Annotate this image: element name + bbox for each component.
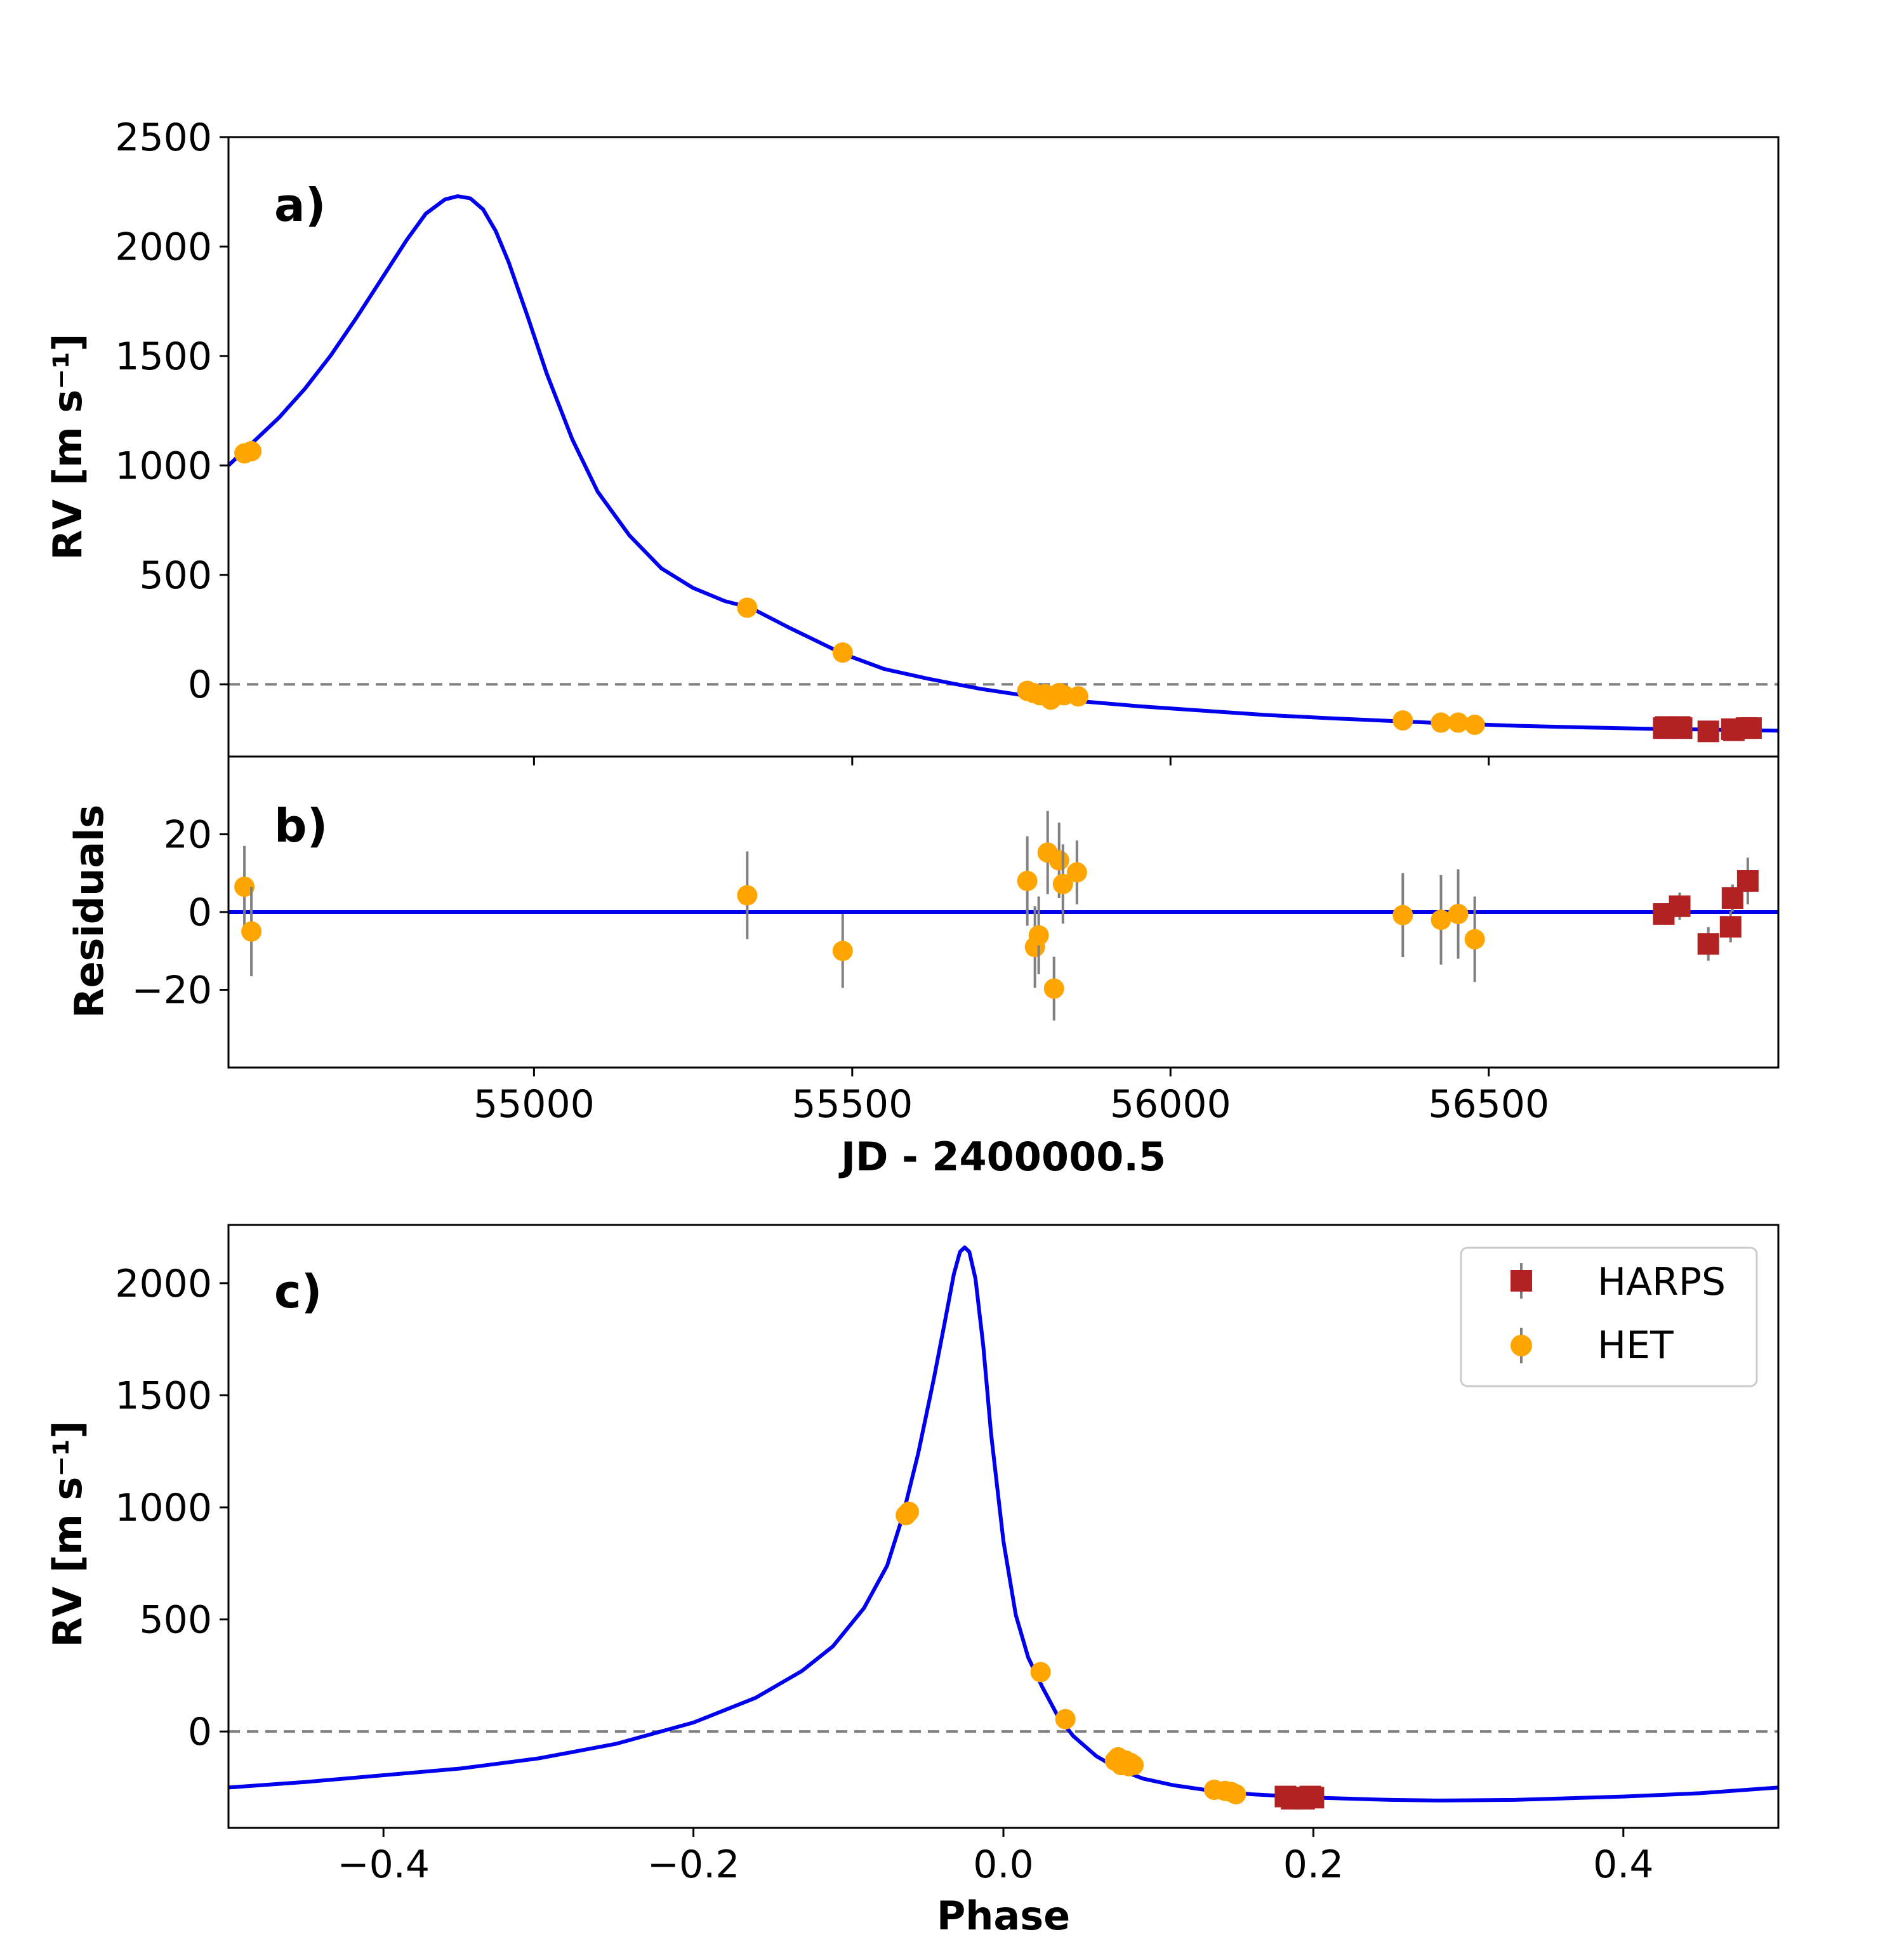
panel-c-xtick-label: −0.4: [337, 1842, 430, 1887]
legend-het-marker: [1511, 1335, 1532, 1356]
panel-c-tag: c): [274, 1265, 322, 1318]
panel-b-het-point: [1017, 871, 1038, 891]
panel-a-het-point: [832, 642, 853, 663]
panel-c-het-point: [1030, 1662, 1051, 1683]
panel-b-residuals: −20 0 20 55000 55500 56000 56500 b) Residuals…: [66, 755, 1780, 1180]
panel-a-tag: a): [274, 178, 326, 232]
panel-a-ylabel: RV [m s⁻¹]: [44, 334, 91, 560]
panel-a-harps-point: [1670, 717, 1693, 739]
panel-b-xtick-label: 55500: [791, 1082, 913, 1127]
panel-a-rv-vs-time: 0 500 1000 1500 2000 2500 a) RV [m s⁻¹]: [44, 116, 1780, 765]
panel-b-het-point: [241, 921, 262, 942]
panel-c-xlabel: Phase: [937, 1893, 1070, 1939]
panel-c-ytick-label: 500: [139, 1598, 212, 1643]
panel-b-het-point: [1431, 910, 1451, 930]
panel-a-ytick-label: 2500: [115, 116, 212, 160]
panel-a-ytick-label: 500: [139, 553, 212, 598]
panel-a-ytick-label: 1500: [115, 334, 212, 379]
panel-b-het-point: [737, 885, 758, 906]
panel-a-ytick-label: 1000: [115, 444, 212, 488]
legend-harps-label: HARPS: [1597, 1260, 1726, 1304]
legend-box: [1460, 1247, 1758, 1387]
panel-c-ytick-label: 0: [188, 1710, 212, 1754]
panel-c-ytick-label: 1000: [115, 1486, 212, 1530]
panel-c-xtick-label: 0.2: [1283, 1842, 1344, 1887]
panel-a-harps-point: [1697, 720, 1719, 743]
panel-c-model-curve: [228, 1245, 1779, 1803]
panel-c-harps-point: [1302, 1787, 1325, 1809]
panel-b-ylabel: Residuals: [66, 805, 112, 1018]
panel-b-het-point: [1052, 873, 1073, 894]
panel-b-tag: b): [274, 799, 327, 852]
panel-c-xtick-label: 0.4: [1593, 1842, 1653, 1887]
panel-c-het-point: [899, 1502, 920, 1523]
panel-c-ytick-label: 2000: [115, 1262, 212, 1306]
panel-c-xtick-label: −0.2: [647, 1842, 740, 1887]
panel-c-ylabel: RV [m s⁻¹]: [44, 1421, 91, 1648]
panel-a-ytick-label: 0: [188, 663, 212, 707]
panel-b-het-point: [234, 876, 255, 897]
legend-harps-marker: [1511, 1270, 1532, 1292]
panel-b-het-point: [1066, 862, 1087, 883]
panel-a-het-point: [1431, 712, 1451, 733]
panel-a-het-point: [1448, 712, 1469, 733]
panel-b-het-point: [1043, 978, 1064, 999]
panel-c-het-point: [1055, 1709, 1076, 1730]
panel-b-ytick-label: 20: [164, 813, 212, 857]
panel-b-xtick-label: 55000: [473, 1082, 595, 1127]
panel-b-het-point: [1464, 929, 1485, 949]
panel-c-ytick-label: 1500: [115, 1373, 212, 1418]
panel-b-harps-point: [1719, 916, 1742, 938]
panel-a-het-point: [1392, 710, 1413, 731]
panel-b-xtick-label: 56000: [1110, 1082, 1231, 1127]
panel-b-het-point: [1028, 925, 1049, 946]
panel-c-rv-vs-phase: 0 500 1000 1500 2000 −0.4 −0.2 0.0 0.2 0.4 c) RV…: [44, 1224, 1780, 1939]
panel-a-harps-point: [1740, 717, 1762, 739]
panel-a-model-curve: [227, 194, 1779, 733]
panel-b-het-point: [1048, 850, 1069, 871]
panel-a-het-point: [737, 597, 758, 618]
panel-c-het-point: [1226, 1784, 1246, 1805]
panel-b-ytick-label: −20: [131, 969, 212, 1013]
panel-b-het-point: [1392, 904, 1413, 925]
panel-b-xtick-label: 56500: [1428, 1082, 1549, 1127]
panel-a-het-point: [1068, 686, 1088, 707]
panel-b-harps-point: [1669, 895, 1691, 917]
panel-b-het-point: [832, 941, 853, 962]
panel-a-het-point: [241, 440, 262, 461]
panel-b-ytick-label: 0: [188, 890, 212, 935]
panel-c-xtick-label: 0.0: [973, 1842, 1033, 1887]
panel-b-het-point: [1448, 904, 1469, 925]
panel-c-het-point: [1123, 1755, 1144, 1776]
panel-b-harps-point: [1736, 870, 1759, 892]
panel-b-harps-point: [1697, 933, 1719, 955]
panel-b-xlabel: JD - 2400000.5: [838, 1134, 1166, 1180]
panel-a-het-point: [1464, 714, 1485, 735]
legend-het-label: HET: [1597, 1323, 1674, 1368]
legend: HARPS HET: [1460, 1247, 1758, 1387]
panel-a-ytick-label: 2000: [115, 225, 212, 269]
